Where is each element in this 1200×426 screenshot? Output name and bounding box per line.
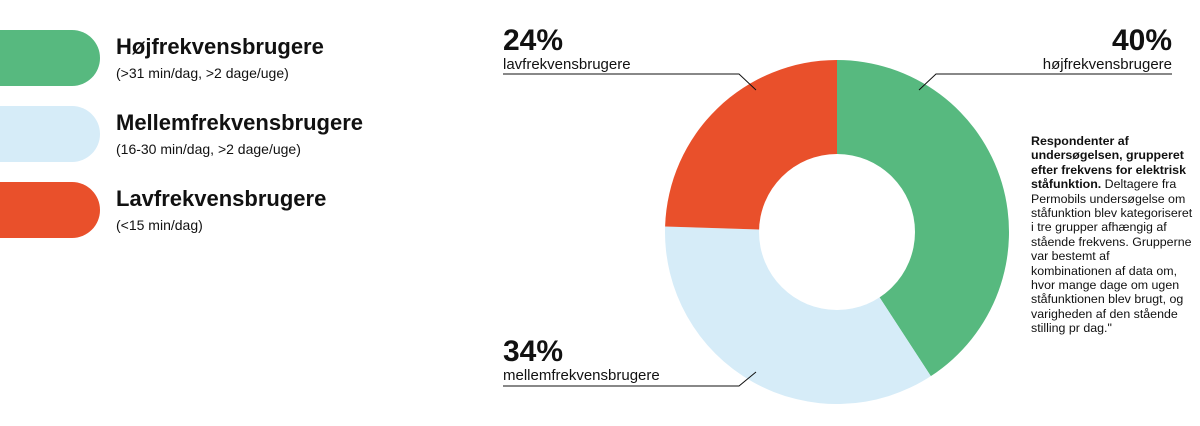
label-high: højfrekvensbrugere [1043,56,1172,73]
donut-slice-high [837,60,1010,377]
label-medium: mellemfrekvensbrugere [503,367,660,384]
pct-high: 40% [1112,24,1172,57]
legend-swatch-medium [0,106,100,162]
caption-body: Deltagere fra Permobils undersøgelse om … [1031,177,1193,336]
leader-line-low [503,73,757,91]
legend-desc-medium: (16-30 min/dag, >2 dage/uge) [116,141,301,157]
donut-slices [665,60,1010,405]
legend-desc-high: (>31 min/dag, >2 dage/uge) [116,65,289,81]
caption: Respondenter af undersøgelsen, grupperet… [1031,134,1193,336]
leader-line-high [918,73,1172,91]
legend-swatch-high [0,30,100,86]
legend-name-medium: Mellemfrekvensbrugere [116,110,363,135]
legend-item-high: Højfrekvensbrugere (>31 min/dag, >2 dage… [0,30,420,86]
caption-title: Respondenter af undersøgelsen, grupperet… [1031,134,1186,192]
label-low: lavfrekvensbrugere [503,56,631,73]
legend-desc-low: (<15 min/dag) [116,217,203,233]
legend-name-high: Højfrekvensbrugere [116,34,324,59]
legend-item-medium: Mellemfrekvensbrugere (16-30 min/dag, >2… [0,106,420,162]
pct-low: 24% [503,24,563,57]
legend-name-low: Lavfrekvensbrugere [116,186,327,211]
donut-slice-medium [665,226,931,405]
donut-hole [759,154,915,310]
legend-item-low: Lavfrekvensbrugere (<15 min/dag) [0,182,420,238]
leader-line-medium [503,371,757,387]
pct-medium: 34% [503,335,563,368]
legend-swatch-low [0,182,100,238]
